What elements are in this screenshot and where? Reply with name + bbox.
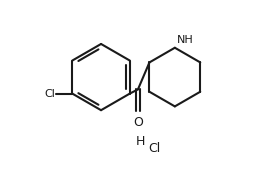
Text: O: O (133, 116, 143, 129)
Text: H: H (136, 135, 145, 148)
Text: NH: NH (177, 35, 193, 45)
Text: Cl: Cl (148, 142, 161, 156)
Text: Cl: Cl (44, 89, 55, 99)
